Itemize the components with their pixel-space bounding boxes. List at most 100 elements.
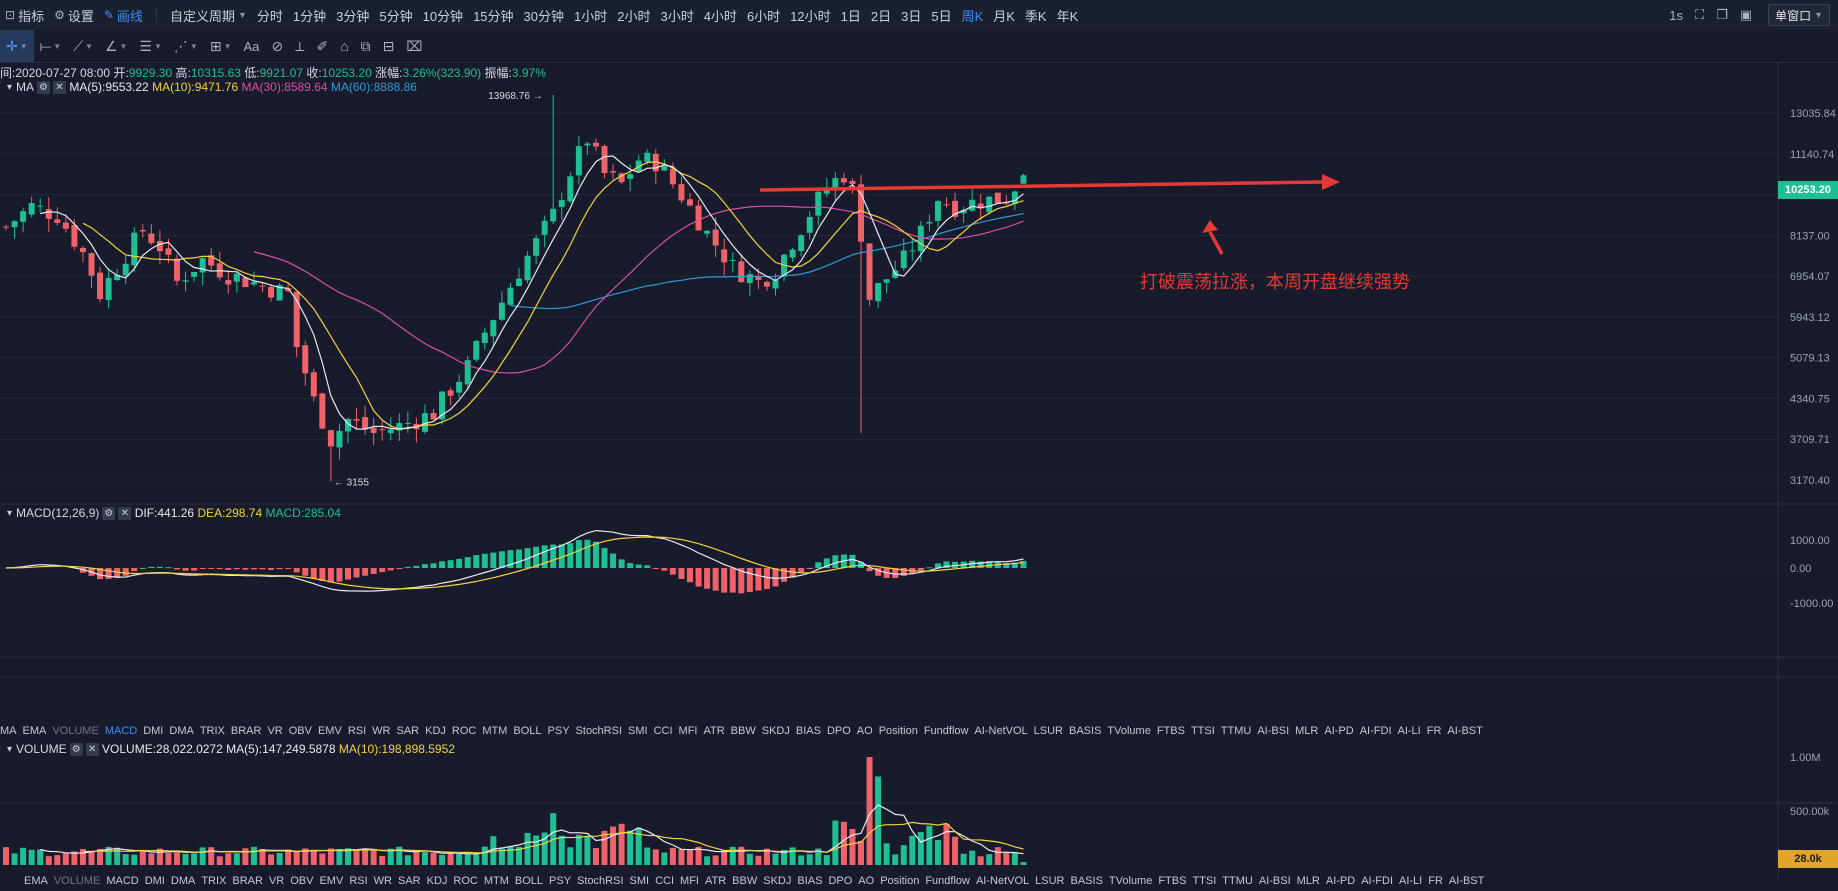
indicator-tab[interactable]: SAR [396, 725, 420, 737]
indicator-tab[interactable]: AI-BST [1448, 875, 1485, 887]
collapse-icon[interactable]: ▾ [6, 743, 13, 755]
restore-window-icon[interactable]: ❐ [1716, 7, 1728, 22]
period-tab[interactable]: 3分钟 [336, 8, 370, 24]
period-tab[interactable]: 5分钟 [379, 8, 413, 24]
indicator-tab[interactable]: OBV [288, 725, 312, 737]
magnet-tool[interactable]: ⊘ [265, 30, 289, 62]
indicator-tab[interactable]: DPO [826, 725, 851, 737]
indicator-tab[interactable]: AO [858, 875, 875, 887]
indicator-tab[interactable]: AI-BST [1447, 725, 1483, 737]
indicator-tab[interactable]: SMI [629, 875, 650, 887]
indicator-tab[interactable]: Position [880, 875, 920, 887]
indicator-tab[interactable]: WR [372, 725, 391, 737]
settings-button[interactable]: ⚙ 设置 [49, 0, 99, 30]
indicator-tab[interactable]: BASIS [1069, 725, 1102, 737]
indicator-tab[interactable]: Position [878, 725, 918, 737]
chart-canvas[interactable]: 13035.8411140.749521.148137.006954.07594… [0, 62, 1838, 880]
indicator-tab[interactable]: SKDJ [761, 725, 790, 737]
indicator-tab[interactable]: WR [373, 875, 392, 887]
indicator-tab[interactable]: AI-BSI [1257, 725, 1290, 737]
indicator-tab[interactable]: FR [1428, 875, 1443, 887]
indicator-tab[interactable]: MTM [482, 725, 508, 737]
indicator-tab[interactable]: AO [856, 725, 873, 737]
indicator-tab[interactable]: StochRSI [577, 875, 624, 887]
indicator-tab[interactable]: MFI [680, 875, 699, 887]
indicator-tab[interactable]: AI-LI [1397, 725, 1421, 737]
indicator-tab[interactable]: MLR [1295, 725, 1319, 737]
drawing-button[interactable]: ✎ 画线 [99, 0, 148, 30]
volume-close-icon[interactable]: ✕ [85, 742, 99, 756]
indicator-tab[interactable]: EMV [317, 725, 342, 737]
grid-tool[interactable]: ⊞ ▼ [204, 30, 238, 62]
period-tab[interactable]: 季K [1024, 8, 1047, 24]
period-tab[interactable]: 2小时 [617, 8, 651, 24]
indicator-tab[interactable]: KDJ [425, 725, 446, 737]
indicator-tab[interactable]: TVolume [1107, 725, 1151, 737]
interval-label[interactable]: 1s [1669, 7, 1683, 23]
fullscreen-icon[interactable]: ⛶ [1695, 7, 1705, 22]
custom-period-dropdown[interactable]: 自定义周期 ▼ [165, 0, 252, 30]
collapse-icon[interactable]: ▾ [6, 81, 13, 93]
indicator-tab[interactable]: MACD [106, 875, 139, 887]
indicator-tab[interactable]: AI-FDI [1361, 875, 1393, 887]
lock-tool[interactable]: ⌂ [334, 30, 354, 62]
indicator-tab[interactable]: TTSI [1192, 875, 1217, 887]
crosshair-tool[interactable]: ✛ ▼ [0, 30, 34, 62]
indicator-tab[interactable]: TTMU [1220, 725, 1252, 737]
period-tab[interactable]: 2日 [870, 8, 892, 24]
period-tab[interactable]: 周K [961, 8, 984, 24]
indicator-tab[interactable]: MLR [1296, 875, 1320, 887]
macd-settings-icon[interactable]: ⚙ [102, 506, 116, 520]
hide-drawings-tool[interactable]: ⊟ [377, 30, 401, 62]
period-tab[interactable]: 分时 [256, 8, 283, 24]
indicator-tab[interactable]: SAR [397, 875, 421, 887]
indicator-tab[interactable]: AI-NetVOL [974, 725, 1028, 737]
period-tab[interactable]: 10分钟 [422, 8, 464, 24]
indicator-tab[interactable]: MFI [678, 725, 698, 737]
indicator-tab[interactable]: BIAS [797, 875, 823, 887]
indicator-tab[interactable]: MTM [483, 875, 509, 887]
indicator-tab[interactable]: DMI [144, 875, 165, 887]
indicator-tab[interactable]: ATR [704, 875, 727, 887]
volume-settings-icon[interactable]: ⚙ [69, 742, 83, 756]
indicator-tab[interactable]: AI-PD [1325, 875, 1356, 887]
indicator-tab[interactable]: BOLL [514, 875, 544, 887]
indicator-tab[interactable]: Fundflow [923, 725, 969, 737]
indicator-tab[interactable]: PSY [547, 725, 570, 737]
indicator-tab[interactable]: StochRSI [575, 725, 623, 737]
fib-tool[interactable]: ⋰ ▼ [168, 30, 204, 62]
indicator-tab[interactable]: DMA [170, 875, 196, 887]
period-tab[interactable]: 3小时 [660, 8, 694, 24]
indicator-tab[interactable]: LSUR [1033, 725, 1063, 737]
indicator-tab[interactable]: TRIX [199, 725, 225, 737]
text-tool[interactable]: Aa [237, 30, 265, 62]
period-tab[interactable]: 12小时 [790, 8, 831, 24]
indicator-tab[interactable]: RSI [347, 725, 367, 737]
indicator-tab[interactable]: VR [268, 875, 285, 887]
indicator-tab[interactable]: SKDJ [763, 875, 792, 887]
period-tab[interactable]: 4小时 [703, 8, 737, 24]
indicator-tab[interactable]: BIAS [795, 725, 821, 737]
indicator-tab[interactable]: ATR [703, 725, 725, 737]
period-tab[interactable]: 1分钟 [292, 8, 327, 24]
horizontal-line-tool[interactable]: ⟝ ▼ [34, 30, 68, 62]
indicator-tab[interactable]: ROC [451, 725, 477, 737]
ruler-tool[interactable]: ⟂ [289, 30, 310, 62]
indicator-tab[interactable]: AI-LI [1399, 875, 1423, 887]
indicator-tab[interactable]: DPO [828, 875, 853, 887]
indicator-tab[interactable]: DMA [169, 725, 194, 737]
indicator-tab[interactable]: EMA [24, 875, 48, 887]
indicator-tab[interactable]: DMI [143, 725, 164, 737]
period-tab[interactable]: 15分钟 [473, 8, 514, 24]
indicator-tab[interactable]: VR [267, 725, 283, 737]
indicator-tab[interactable]: ROC [453, 875, 478, 887]
indicator-tab[interactable]: AI-NetVOL [975, 875, 1030, 887]
indicator-tab[interactable]: FTBS [1156, 725, 1185, 737]
parallel-channel-tool[interactable]: ☰ ▼ [133, 30, 167, 62]
indicator-tab[interactable]: EMA [22, 725, 47, 737]
indicator-tab[interactable]: PSY [549, 875, 572, 887]
period-tab[interactable]: 3日 [901, 8, 922, 24]
indicator-tab[interactable]: FR [1426, 725, 1442, 737]
delete-tool[interactable]: ⌧ [400, 30, 428, 62]
indicator-tab[interactable]: LSUR [1035, 875, 1065, 887]
